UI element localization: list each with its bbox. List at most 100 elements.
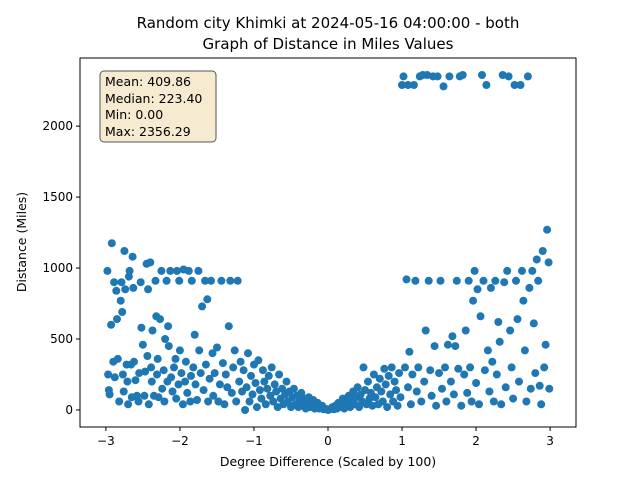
data-point — [138, 340, 147, 349]
data-point — [236, 357, 245, 366]
data-point — [201, 360, 210, 369]
data-point — [260, 377, 269, 386]
data-point — [121, 285, 130, 294]
data-point — [144, 285, 153, 294]
data-point — [509, 394, 518, 403]
data-point — [230, 346, 239, 355]
data-point — [154, 393, 163, 402]
data-point — [203, 295, 212, 304]
data-point — [497, 400, 506, 409]
data-point — [523, 72, 532, 81]
data-point — [164, 342, 173, 351]
y-tick-label: 1500 — [42, 190, 73, 204]
data-point — [432, 401, 441, 410]
data-point — [544, 258, 553, 267]
stats-min: Min: 0.00 — [105, 107, 163, 122]
data-point — [191, 380, 200, 389]
data-point — [504, 72, 513, 81]
data-point — [117, 278, 126, 287]
data-point — [207, 276, 215, 285]
data-point — [275, 370, 284, 379]
data-point — [119, 387, 128, 396]
data-point — [534, 276, 543, 285]
data-point — [269, 397, 278, 406]
data-point — [209, 391, 218, 400]
data-point — [417, 397, 426, 406]
data-point — [384, 371, 393, 380]
data-point — [516, 81, 525, 89]
data-point — [512, 276, 520, 285]
data-point — [254, 356, 263, 365]
data-point — [204, 397, 213, 406]
data-point — [181, 357, 190, 366]
data-point — [187, 371, 195, 380]
data-point — [402, 275, 411, 284]
data-point — [137, 323, 146, 332]
data-point — [436, 276, 445, 285]
stats-box-background — [99, 70, 217, 143]
data-point — [184, 266, 193, 275]
data-point — [399, 72, 408, 81]
data-point — [476, 312, 485, 321]
data-point — [140, 391, 149, 400]
data-point — [242, 383, 251, 392]
data-point — [460, 370, 469, 379]
data-point — [147, 363, 156, 372]
x-axis-label: Degree Difference (Scaled by 100) — [220, 454, 436, 469]
data-point — [116, 296, 125, 305]
data-point — [174, 380, 183, 389]
data-point — [390, 377, 399, 386]
data-point — [153, 370, 161, 379]
data-point — [383, 403, 392, 412]
data-point — [183, 388, 192, 397]
data-point — [143, 352, 152, 360]
data-point — [241, 406, 250, 414]
data-point — [175, 276, 184, 285]
data-point — [118, 370, 127, 379]
y-tick-label: 1000 — [42, 261, 73, 275]
data-point — [157, 266, 166, 275]
data-point — [124, 400, 133, 409]
data-point — [491, 276, 500, 285]
data-point — [408, 370, 417, 379]
data-point — [369, 370, 378, 379]
data-point — [424, 276, 433, 285]
data-point — [393, 401, 402, 410]
data-point — [540, 363, 549, 372]
data-point — [501, 383, 510, 392]
data-point — [144, 400, 153, 409]
data-point — [439, 82, 448, 91]
data-point — [248, 390, 257, 399]
data-point — [153, 354, 162, 363]
data-point — [146, 258, 155, 267]
data-point — [545, 384, 554, 393]
data-point — [168, 387, 177, 396]
data-point — [115, 397, 124, 406]
data-point — [435, 369, 443, 378]
data-point — [472, 379, 481, 387]
data-point — [470, 266, 479, 275]
data-point — [454, 364, 463, 373]
data-point — [282, 377, 291, 386]
data-point — [194, 266, 203, 275]
data-point — [214, 397, 223, 406]
data-point — [441, 363, 449, 372]
data-point — [381, 380, 390, 389]
data-point — [110, 278, 119, 287]
y-tick-label: 500 — [50, 332, 73, 346]
data-point — [486, 283, 495, 292]
data-point — [532, 255, 541, 264]
data-point — [129, 283, 138, 292]
data-point — [377, 387, 386, 396]
data-point — [199, 386, 208, 395]
data-point — [239, 366, 248, 375]
data-point — [513, 315, 522, 324]
y-axis-label: Distance (Miles) — [14, 192, 29, 292]
data-point — [227, 388, 236, 397]
data-point — [448, 332, 457, 341]
data-point — [473, 285, 482, 294]
data-point — [411, 276, 420, 285]
data-point — [147, 377, 156, 386]
data-point — [353, 383, 362, 392]
data-point — [217, 276, 226, 285]
